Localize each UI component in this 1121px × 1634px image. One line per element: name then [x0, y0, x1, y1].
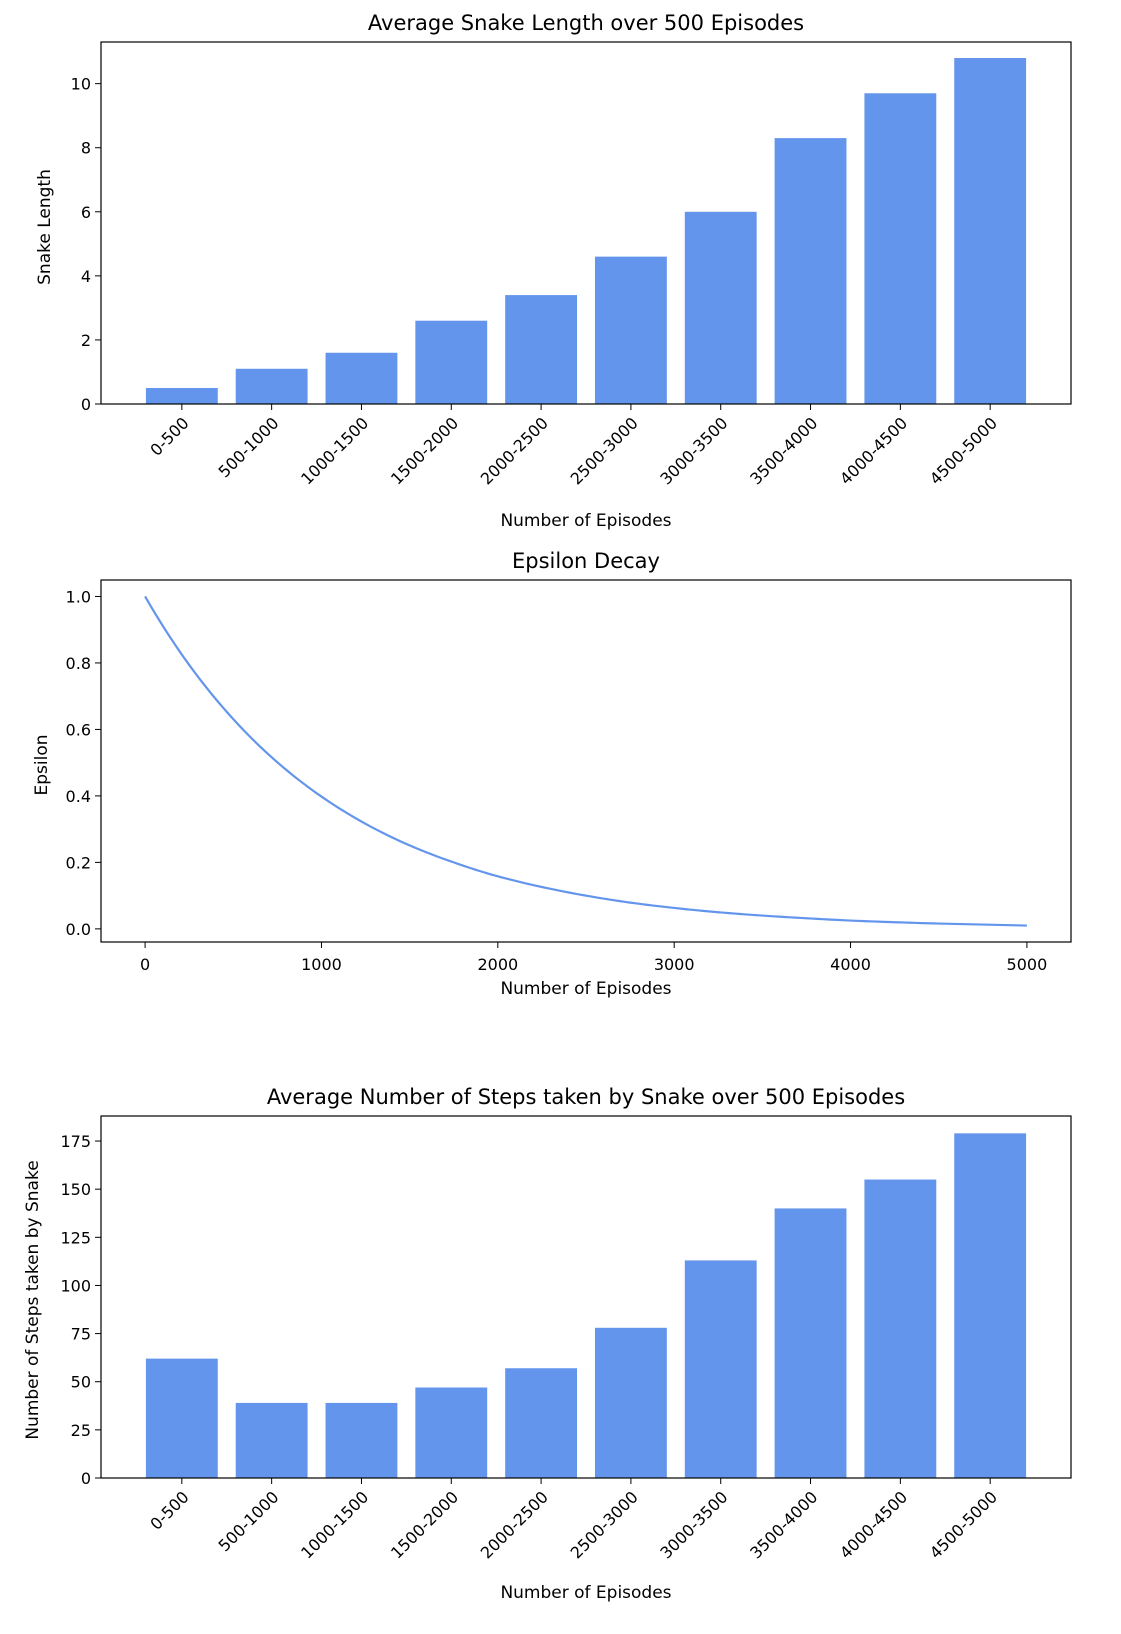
y-ticks: 0 2 4 6 8 10	[71, 75, 101, 414]
bar-3500-4000	[774, 1208, 847, 1478]
plot-frame	[100, 579, 1072, 943]
y-tick-label: 100	[60, 1276, 91, 1295]
x-tick-label: 0	[140, 955, 150, 974]
x-axis-label: Number of Episodes	[500, 979, 671, 999]
bar-4000-4500	[864, 93, 937, 404]
bars	[145, 58, 1027, 404]
y-tick-label: 0.8	[66, 654, 91, 673]
x-tick-label: 2000	[477, 955, 518, 974]
bar-1000-1500	[325, 352, 398, 404]
bar-4500-5000	[954, 58, 1027, 404]
y-tick-label: 0	[81, 395, 91, 414]
y-tick-label: 125	[60, 1228, 91, 1247]
y-tick-label: 6	[81, 203, 91, 222]
x-tick-label: 1000	[301, 955, 342, 974]
x-tick-label: 3000	[654, 955, 695, 974]
bar-3000-3500	[684, 211, 757, 404]
y-tick-label: 0	[81, 1469, 91, 1488]
y-tick-label: 175	[60, 1132, 91, 1151]
x-ticks: 0 1000 2000 3000 4000 5000	[140, 942, 1047, 974]
y-tick-label: 0.6	[66, 720, 91, 739]
bar-4000-4500	[864, 1179, 937, 1478]
bar-500-1000	[235, 368, 308, 404]
line-series	[144, 595, 1027, 927]
bar-500-1000	[235, 1402, 308, 1478]
bar-3000-3500	[684, 1260, 757, 1478]
bar-2000-2500	[505, 295, 578, 404]
bar-2500-3000	[594, 256, 667, 404]
bar-0-500	[145, 387, 218, 404]
bar-4500-5000	[954, 1133, 1027, 1478]
y-tick-label: 4	[81, 267, 91, 286]
y-tick-label: 50	[71, 1373, 91, 1392]
snake-length-bar-chart: Average Snake Length over 500 Episodes N…	[35, 11, 1072, 531]
bar-0-500	[145, 1358, 218, 1478]
y-tick-label: 0.4	[66, 787, 91, 806]
y-tick-label: 25	[71, 1421, 91, 1440]
plot-frame	[100, 41, 1072, 405]
x-tick-label: 5000	[1007, 955, 1048, 974]
y-axis-label: Epsilon	[32, 734, 52, 795]
chart-title: Epsilon Decay	[512, 549, 660, 573]
y-axis-label: Number of Steps taken by Snake	[23, 1160, 43, 1439]
x-axis-label: Number of Episodes	[500, 1583, 671, 1603]
y-tick-label: 0.0	[66, 920, 91, 939]
bar-1500-2000	[415, 320, 488, 404]
bar-2000-2500	[505, 1368, 578, 1478]
y-ticks: 0.0 0.2 0.4 0.6 0.8 1.0	[66, 587, 101, 939]
bar-1500-2000	[415, 1387, 488, 1478]
bar-2500-3000	[594, 1327, 667, 1478]
x-tick-label: 4000	[830, 955, 871, 974]
epsilon-decay-line-chart: Epsilon Decay Number of Episodes Epsilon…	[32, 549, 1072, 999]
y-axis-label: Snake Length	[35, 169, 55, 285]
y-tick-label: 1.0	[66, 587, 91, 606]
y-ticks: 0 25 50 75 100 125 150 175	[60, 1132, 101, 1488]
plot-frame	[100, 1115, 1072, 1479]
epsilon-line	[144, 595, 1027, 927]
y-tick-label: 10	[71, 75, 91, 94]
bar-1000-1500	[325, 1402, 398, 1478]
y-tick-label: 0.2	[66, 853, 91, 872]
y-tick-label: 8	[81, 139, 91, 158]
chart-title: Average Snake Length over 500 Episodes	[368, 11, 804, 35]
chart-title: Average Number of Steps taken by Snake o…	[267, 1085, 905, 1109]
bar-3500-4000	[774, 138, 847, 404]
y-tick-label: 2	[81, 331, 91, 350]
y-tick-label: 150	[60, 1180, 91, 1199]
y-tick-label: 75	[71, 1325, 91, 1344]
x-axis-label: Number of Episodes	[500, 511, 671, 531]
bars	[145, 1133, 1027, 1478]
